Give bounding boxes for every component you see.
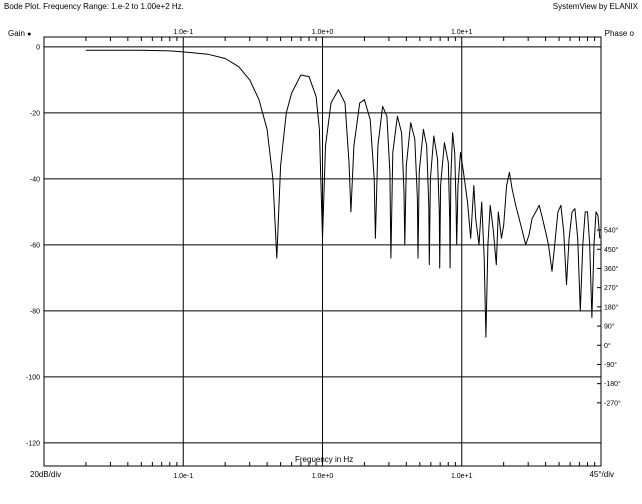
y-tick-label: -120 (26, 440, 40, 447)
phase-tick-label: 360° (604, 265, 619, 273)
x-tick-label-bottom: 1.0e-1 (173, 473, 193, 480)
phase-tick-label: -90° (604, 361, 617, 369)
phase-legend[interactable]: Phase o (605, 29, 634, 39)
x-tick-label-top: 1.0e+1 (451, 29, 473, 36)
phase-tick-label: 180° (604, 303, 619, 311)
phase-scale-label: 45°/div (589, 470, 614, 479)
y-tick-label: -20 (30, 110, 40, 117)
phase-legend-marker: o (629, 29, 634, 38)
gain-legend[interactable]: Gain ● (8, 29, 31, 40)
phase-tick-label: 90° (604, 323, 615, 331)
phase-legend-label: Phase (604, 29, 628, 38)
x-tick-label-top: 1.0e-1 (173, 29, 193, 36)
y-tick-label: -60 (30, 242, 40, 249)
tick-layer (85, 37, 601, 466)
gain-scale-label: 20dB/div (30, 470, 62, 479)
series-layer (85, 49, 601, 338)
gain-legend-label: Gain (8, 29, 25, 38)
phase-tick-label: -180° (604, 380, 621, 388)
brand-label: SystemView by ELANIX (552, 2, 638, 11)
x-tick-label-bottom: 1.0e+1 (451, 473, 473, 480)
y-tick-label: 0 (36, 44, 40, 51)
y-tick-label: -100 (26, 374, 40, 381)
label-layer: 1.0e-1 1.0e-1 1.0e+0 1.0e+0 1.0e+1 1.0e+1 0 -20… (26, 29, 621, 480)
grid-layer (44, 37, 601, 466)
phase-tick-label: -270° (604, 399, 621, 407)
phase-tick-label: 270° (604, 284, 619, 292)
y-tick-label: -40 (30, 176, 40, 183)
y-tick-label: -80 (30, 308, 40, 315)
x-tick-label-top: 1.0e+0 (312, 29, 334, 36)
plot-title: Bode Plot. Frequency Range: 1.e-2 to 1.0… (4, 2, 184, 11)
gain-legend-marker: ● (27, 31, 32, 38)
x-tick-label-bottom: 1.0e+0 (312, 473, 334, 480)
phase-tick-label: 0° (604, 342, 611, 350)
phase-tick-label: 450° (604, 246, 619, 254)
phase-tick-label: 540° (604, 227, 619, 235)
gain-series-line (85, 49, 601, 338)
x-axis-title: Frequency in Hz (295, 455, 354, 464)
